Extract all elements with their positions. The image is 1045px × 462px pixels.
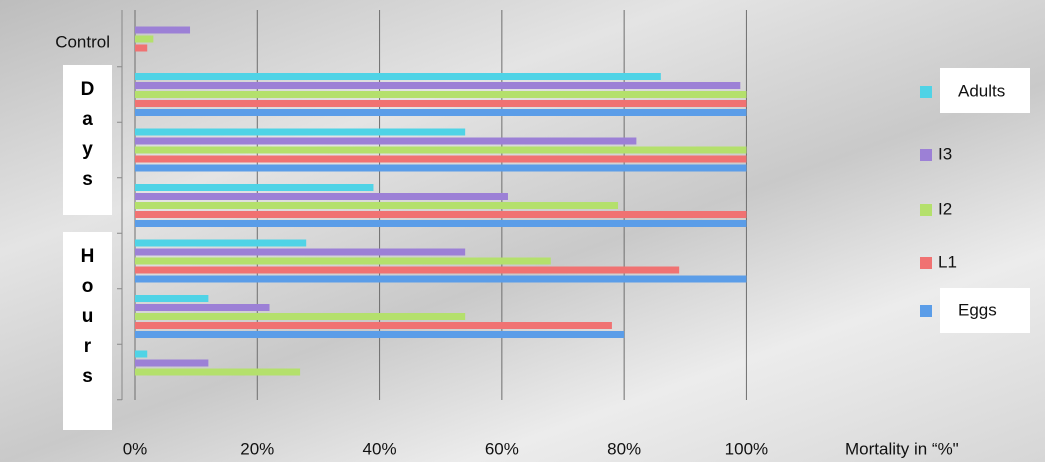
- bar: [135, 184, 374, 191]
- legend-swatch: [920, 86, 932, 98]
- x-tick-label: 20%: [240, 439, 274, 458]
- bar: [135, 350, 148, 358]
- bar: [135, 193, 508, 200]
- days-box: Days: [63, 65, 112, 215]
- legend-swatch: [920, 204, 932, 216]
- bar: [135, 137, 637, 145]
- bar: [135, 220, 747, 227]
- bar: [135, 275, 747, 283]
- x-tick-label: 100%: [725, 439, 768, 458]
- legend-box: [940, 68, 1030, 113]
- legend-label: L1: [938, 252, 957, 271]
- legend-label: Eggs: [958, 300, 997, 319]
- hours-box: Hours: [63, 232, 112, 430]
- bar: [135, 155, 747, 163]
- bar: [135, 35, 154, 43]
- x-tick-label: 0%: [123, 439, 148, 458]
- bar: [135, 257, 551, 265]
- bar: [135, 73, 661, 80]
- legend-swatch: [920, 149, 932, 161]
- bar: [135, 211, 747, 218]
- legend-box: [940, 288, 1030, 333]
- bar: [135, 82, 741, 89]
- bar: [135, 109, 747, 116]
- bar: [135, 164, 747, 172]
- bar: [135, 266, 680, 274]
- bar: [135, 331, 625, 338]
- bar: [135, 304, 270, 311]
- bar: [135, 128, 466, 136]
- x-tick-label: 40%: [363, 439, 397, 458]
- bar: [135, 248, 466, 256]
- bar: [135, 368, 301, 376]
- legend-label: Adults: [958, 81, 1005, 100]
- bar: [135, 146, 747, 154]
- bar: [135, 239, 307, 247]
- bar: [135, 359, 209, 367]
- bar: [135, 313, 466, 320]
- legend-label: I2: [938, 199, 952, 218]
- legend-swatch: [920, 257, 932, 269]
- bar: [135, 91, 747, 98]
- group-label: Hours: [80, 246, 95, 387]
- bar: [135, 202, 619, 209]
- legend-label: I3: [938, 144, 952, 163]
- legend-swatch: [920, 305, 932, 317]
- bar: [135, 322, 612, 329]
- bar: [135, 295, 209, 302]
- bar: [135, 44, 148, 52]
- x-tick-label: 80%: [607, 439, 641, 458]
- bar: [135, 100, 747, 107]
- bar: [135, 26, 191, 34]
- x-axis-label: Mortality in “%": [845, 439, 959, 458]
- x-tick-label: 60%: [485, 439, 519, 458]
- group-label: Days: [80, 79, 95, 190]
- y-tick-label: Control: [55, 32, 110, 51]
